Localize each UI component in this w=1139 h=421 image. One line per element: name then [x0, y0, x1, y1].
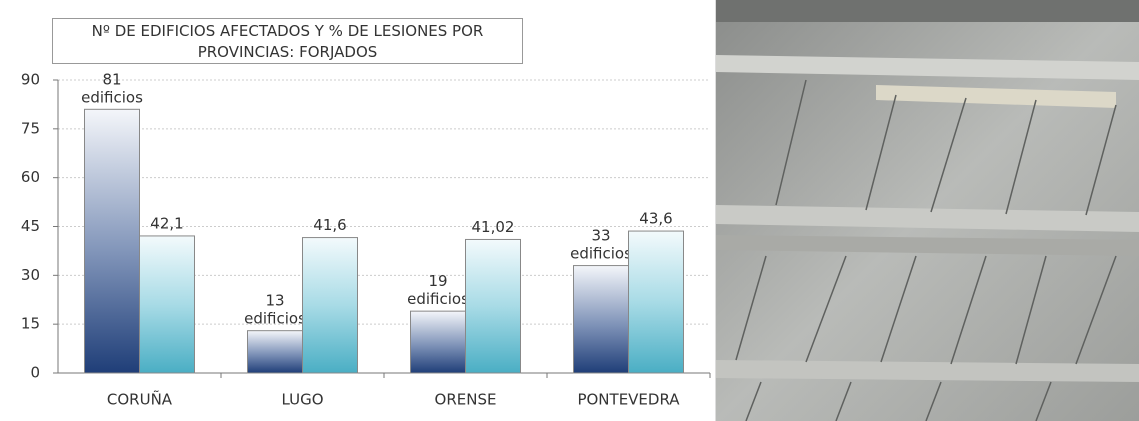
y-tick-label: 75: [21, 119, 40, 137]
value-label: 41,6: [313, 216, 346, 234]
bar: [410, 310, 466, 374]
y-tick-label: 15: [21, 315, 40, 333]
y-tick-label: 90: [21, 71, 40, 89]
bar: [84, 108, 140, 374]
value-label: 33 edificios: [570, 226, 632, 262]
y-tick-label: 0: [30, 364, 40, 382]
x-tick-label: PONTEVEDRA: [577, 391, 680, 409]
chart-title: Nº DE EDIFICIOS AFECTADOS Y % DE LESIONE…: [52, 18, 523, 64]
value-label: 81 edificios: [81, 70, 143, 106]
y-tick-label: 30: [21, 266, 40, 284]
chart: 0 15 30 45 60 75 90 CORUÑA 81 edificios 42,1 LUGO 13…: [21, 0, 716, 421]
bar: [302, 237, 358, 374]
value-label: 43,6: [639, 210, 672, 228]
photo: [716, 0, 1139, 421]
x-tick-label: ORENSE: [435, 391, 497, 409]
x-tick-label: LUGO: [281, 391, 323, 409]
bar: [247, 330, 303, 374]
bar: [628, 230, 684, 374]
value-label: 41,02: [472, 218, 515, 236]
bar: [573, 265, 629, 374]
x-tick-label: CORUÑA: [107, 390, 173, 409]
y-tick-label: 60: [21, 168, 40, 186]
y-tick-label: 45: [21, 217, 40, 235]
value-label: 13 edificios: [244, 291, 306, 327]
bar: [139, 235, 195, 374]
value-label: 42,1: [150, 214, 183, 232]
value-label: 19 edificios: [407, 272, 469, 308]
bar: [465, 238, 521, 374]
